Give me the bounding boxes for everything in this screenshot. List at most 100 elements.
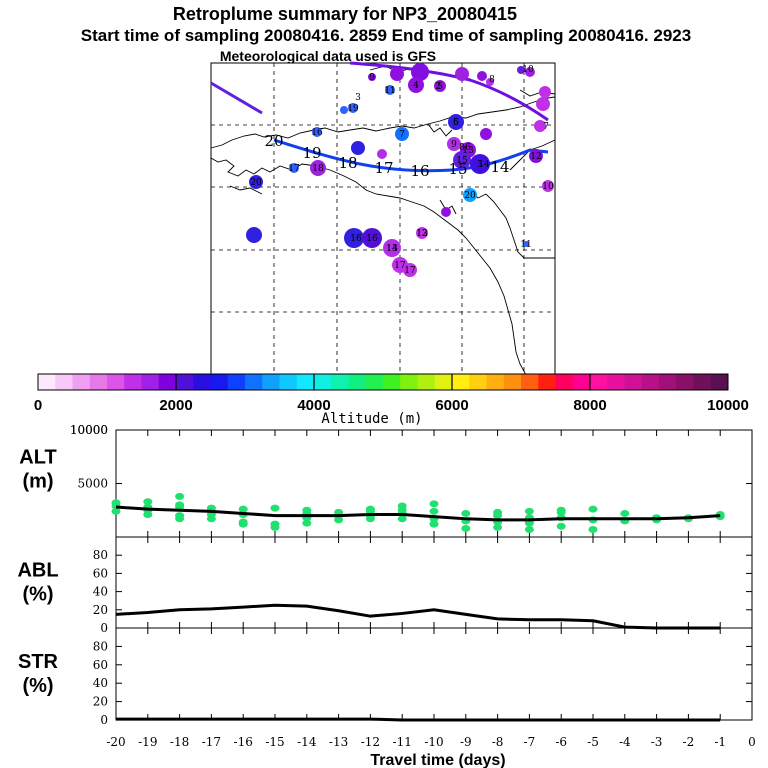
marker-label: 6	[465, 143, 471, 153]
colorbar-swatch	[452, 374, 470, 390]
colorbar-tick-label: 10000	[707, 397, 749, 414]
altitude-point	[556, 522, 566, 530]
marker-label: 10	[542, 182, 554, 192]
x-tick-label: -11	[393, 735, 412, 749]
trajectory-marker	[408, 77, 424, 93]
trajectory-marker	[385, 85, 395, 95]
marker-label: 4	[413, 81, 419, 91]
altitude-point	[461, 509, 471, 517]
trajectory-marker	[447, 137, 461, 151]
trajectory-marker	[448, 114, 464, 130]
trajectory-marker	[340, 106, 348, 114]
colorbar-swatch	[365, 374, 384, 390]
panel-ylabel: (%)	[22, 675, 53, 697]
colorbar-swatch	[55, 374, 73, 390]
y-tick-label: 0	[100, 713, 108, 727]
altitude-point	[111, 499, 121, 507]
trajectory-marker	[525, 67, 535, 77]
x-tick-label: -16	[234, 735, 253, 749]
altitude-point	[524, 526, 534, 534]
trajectory-marker	[539, 86, 551, 98]
colorbar-swatch	[262, 374, 280, 390]
altitude-point	[270, 523, 280, 531]
trajectory-marker	[362, 228, 382, 248]
colorbar-swatch	[124, 374, 142, 390]
trajectory-marker	[536, 97, 550, 111]
y-tick-label: 80	[93, 548, 108, 562]
x-tick-label: -5	[587, 735, 599, 749]
marker-label: 3	[355, 93, 361, 103]
colorbar-swatch	[503, 374, 522, 390]
marker-label: 5	[453, 118, 459, 128]
figure-title: Retroplume summary for NP3_20080415	[173, 4, 517, 24]
map-panel: 9 11 8 3 16 19 18 12 6 2 7 4 15 3 8 10 17 13 5 13 11 12 9 7 20 20…	[210, 61, 556, 376]
altitude-point	[524, 507, 534, 515]
colorbar-swatch	[624, 374, 643, 390]
trajectory-marker	[523, 241, 529, 247]
marker-label: 13	[386, 244, 398, 254]
trajectory-marker	[455, 67, 469, 81]
x-tick-label: -20	[106, 735, 125, 749]
colorbar-swatch	[89, 374, 108, 390]
colorbar-swatch	[555, 374, 574, 390]
panel-ylabel: ABL	[17, 560, 58, 582]
x-tick-label: -4	[619, 735, 631, 749]
trajectory-marker	[289, 163, 299, 173]
marker-label: 6	[453, 118, 459, 128]
marker-label: 20	[464, 191, 476, 201]
panel-frame	[115, 627, 753, 721]
abl-line	[115, 603, 721, 630]
trajectory-marker	[312, 127, 322, 137]
colorbar-swatch	[314, 374, 332, 390]
trajectory-marker	[453, 151, 471, 169]
marker-label: 2	[435, 82, 441, 92]
marker-label: 19	[347, 104, 359, 114]
marker-label: 17	[288, 164, 300, 174]
panel-ylabel: (%)	[22, 584, 53, 606]
colorbar-swatch	[676, 374, 694, 390]
trajectory-marker	[310, 160, 326, 176]
trajectory-marker	[534, 120, 546, 132]
marker-label: 7	[399, 130, 405, 140]
trajectory-marker	[348, 103, 358, 113]
y-tick-label: 10000	[70, 423, 108, 437]
marker-label: 9	[451, 140, 457, 150]
marker-label: 9	[369, 73, 375, 83]
colorbar-swatch	[38, 374, 56, 390]
met-data-line: Meteorological data used is GFS	[220, 48, 436, 64]
altitude-point	[556, 506, 566, 514]
trajectory-northwest	[210, 81, 263, 115]
marker-label: 13	[462, 146, 474, 156]
colorbar-swatch	[659, 374, 677, 390]
altitude-point	[175, 501, 185, 509]
time-series-panels: ALT(m) 50001000010000ABL(%)020406080STR(%…	[17, 423, 755, 768]
trajectory-marker	[411, 63, 429, 81]
colorbar-swatch	[572, 374, 591, 390]
x-tick-label: -2	[683, 735, 695, 749]
abl-panel: ABL(%) 0 20 40 60 80	[17, 536, 753, 635]
colorbar-swatch	[400, 374, 418, 390]
colorbar-swatch	[210, 374, 229, 390]
trajectory-marker	[344, 228, 364, 248]
altitude-point	[429, 500, 439, 508]
altitude-point	[143, 511, 153, 519]
y-tick-label: 0	[100, 621, 108, 635]
marker-label: 14	[386, 244, 398, 254]
trajectory-marker	[463, 188, 477, 202]
marker-label: 17	[394, 261, 406, 271]
trajectory-marker	[529, 149, 543, 163]
trajectory-main	[273, 138, 549, 173]
colorbar-swatch	[227, 374, 246, 390]
trajectory-day-label: 17	[374, 159, 393, 177]
x-tick-label: -10	[424, 735, 443, 749]
x-tick-label: -6	[555, 735, 567, 749]
map-graticule	[211, 63, 555, 375]
panel-ylabel: ALT	[19, 447, 56, 469]
trajectory-day-label: 18	[338, 154, 357, 172]
colorbar-tick-label: 6000	[435, 397, 468, 414]
marker-label: 15	[456, 156, 468, 166]
map-frame	[210, 62, 556, 376]
colorbar-swatch	[331, 374, 349, 390]
marker-label: 8	[489, 75, 495, 85]
altitude-point	[302, 519, 312, 527]
